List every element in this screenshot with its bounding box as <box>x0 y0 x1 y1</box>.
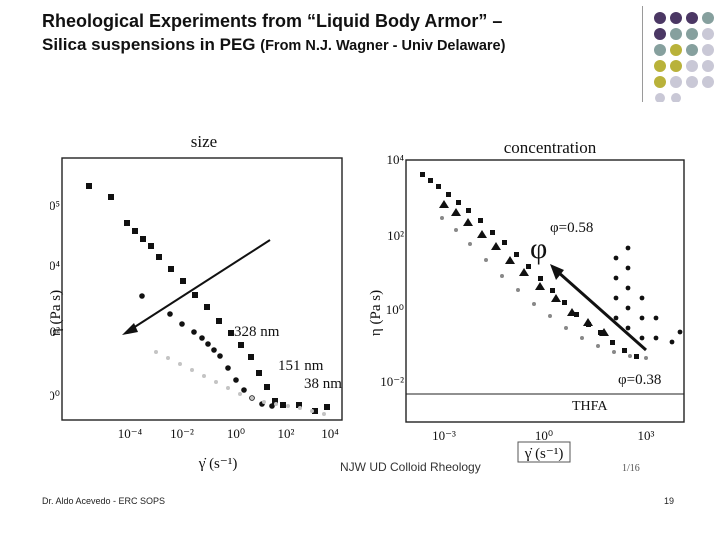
dot <box>670 28 682 40</box>
left-panel-title: size <box>191 132 217 151</box>
dot <box>686 28 698 40</box>
annotation-151nm: 151 nm <box>278 358 324 374</box>
annotation-thfa: THFA <box>572 399 608 414</box>
right-ytick: 10⁻² <box>380 374 404 389</box>
annotation-phi-058: φ=0.58 <box>550 220 593 236</box>
dot <box>654 28 666 40</box>
dot <box>670 44 682 56</box>
right-series-vertical <box>613 245 683 345</box>
annotation-38nm: 38 nm <box>304 376 342 392</box>
left-xlabel: γ̇ (s⁻¹) <box>198 456 238 472</box>
xlabel-box <box>517 441 571 463</box>
right-ytick: 10⁰ <box>386 302 404 317</box>
slide-title: Rheological Experiments from “Liquid Bod… <box>42 10 612 58</box>
left-panel: size η (Pa s) 10⁵ 10⁴ 10² 10⁰ 10⁻⁴ 10⁻² … <box>50 132 343 472</box>
title-main: Silica suspensions in PEG <box>42 35 256 54</box>
rheology-figure: size η (Pa s) 10⁵ 10⁴ 10² 10⁰ 10⁻⁴ 10⁻² … <box>50 132 685 474</box>
dot <box>671 93 681 102</box>
dot <box>654 76 666 88</box>
left-panel-frame <box>61 157 343 421</box>
right-panel-frame <box>405 159 685 423</box>
dot <box>670 60 682 72</box>
left-xtick: 10⁰ <box>227 426 245 441</box>
right-ytick: 10² <box>387 228 404 243</box>
concentration-arrow <box>557 270 647 352</box>
right-panel-title: concentration <box>504 138 597 157</box>
left-series-328nm <box>86 183 330 414</box>
right-xlabel: γ̇ (s⁻¹) <box>524 446 564 462</box>
right-series-top <box>420 172 639 359</box>
annotation-phi-038: φ=0.38 <box>618 372 661 388</box>
right-series-lower <box>440 216 648 360</box>
left-ytick: 10² <box>50 324 60 339</box>
dot <box>686 44 698 56</box>
dot <box>702 12 714 24</box>
title-line-1: Rheological Experiments from “Liquid Bod… <box>42 11 503 31</box>
dot <box>670 76 682 88</box>
dot <box>702 44 714 56</box>
dot <box>654 44 666 56</box>
footer-author: Dr. Aldo Acevedo - ERC SOPS <box>42 496 166 506</box>
left-xtick: 10⁻⁴ <box>118 426 143 441</box>
left-xtick: 10⁻² <box>170 426 194 441</box>
right-xtick: 10⁻³ <box>432 428 456 443</box>
dot <box>686 76 698 88</box>
annotation-328nm: 328 nm <box>234 324 280 340</box>
left-xtick: 10² <box>278 426 295 441</box>
phi-symbol: φ <box>530 232 547 265</box>
left-ytick: 10⁵ <box>50 198 60 213</box>
right-xtick: 10³ <box>638 428 655 443</box>
title-line-2: Silica suspensions in PEG (From N.J. Wag… <box>42 33 612 58</box>
right-panel: concentration η (Pa s) 10⁴ 10² 10⁰ 10⁻² … <box>368 138 685 463</box>
figure-corner-mark: 1/16 <box>622 463 640 474</box>
dot <box>670 12 682 24</box>
right-xtick: 10⁰ <box>535 428 553 443</box>
dot <box>654 60 666 72</box>
arrow-head <box>550 264 564 280</box>
decorative-dot-grid <box>654 12 714 102</box>
left-ytick: 10⁴ <box>50 258 60 273</box>
arrow-head <box>122 323 138 335</box>
dot <box>686 60 698 72</box>
dot <box>702 60 714 72</box>
page-number: 19 <box>664 496 675 506</box>
left-ytick: 10⁰ <box>50 388 60 403</box>
right-series-triangles <box>439 200 609 336</box>
left-series-38nm <box>154 350 326 416</box>
dot <box>702 28 714 40</box>
dot <box>686 12 698 24</box>
left-xtick: 10⁴ <box>321 426 339 441</box>
dot <box>702 76 714 88</box>
dot <box>655 93 665 102</box>
right-ytick: 10⁴ <box>386 152 404 167</box>
left-ylabel: η (Pa s) <box>50 290 64 336</box>
header-divider <box>642 6 643 102</box>
figure-caption: NJW UD Colloid Rheology <box>340 460 481 474</box>
size-trend-arrow <box>129 239 271 331</box>
right-ylabel: η (Pa s) <box>368 290 384 336</box>
dot <box>654 12 666 24</box>
title-credit: (From N.J. Wagner - Univ Delaware) <box>260 38 506 54</box>
